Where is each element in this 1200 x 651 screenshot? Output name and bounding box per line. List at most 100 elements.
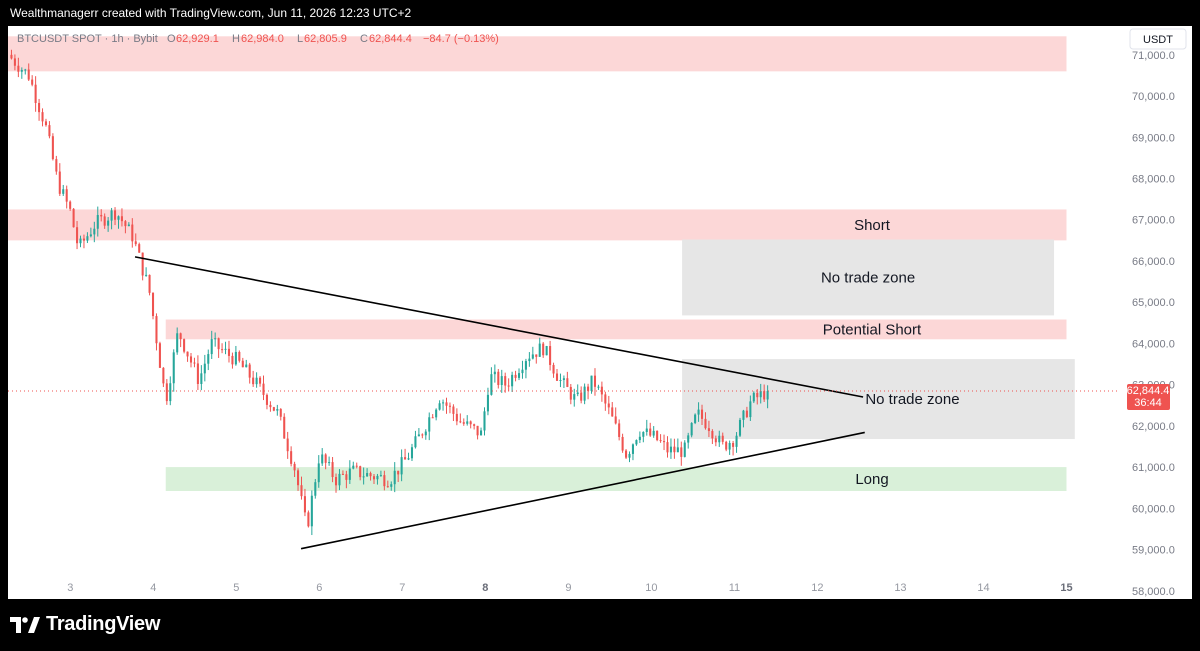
candle: [58, 163, 61, 196]
candle-body: [707, 428, 710, 432]
candle: [424, 429, 427, 440]
candle: [448, 402, 451, 414]
x-tick-label: 11: [729, 582, 740, 594]
candle-body: [127, 224, 130, 227]
candle: [138, 242, 141, 253]
candle-body: [669, 446, 672, 453]
candle: [62, 184, 65, 196]
candle-body: [614, 416, 617, 424]
zones-layer: [8, 36, 1075, 491]
candle: [169, 376, 172, 406]
candle-body: [269, 404, 272, 408]
candle-body: [618, 423, 621, 437]
candle-body: [732, 442, 735, 447]
candle: [714, 435, 717, 447]
candle: [607, 395, 610, 415]
candle-body: [514, 374, 517, 378]
candle-body: [611, 407, 614, 417]
candle: [404, 448, 407, 460]
candle-body: [759, 391, 762, 398]
x-tick-label: 15: [1060, 582, 1072, 594]
candle-body: [721, 435, 724, 442]
candle: [72, 208, 75, 228]
candle-body: [76, 227, 79, 244]
candle: [203, 354, 206, 382]
trendline: [300, 431, 865, 550]
candle: [676, 438, 679, 453]
candle: [473, 423, 476, 430]
candle: [600, 381, 603, 402]
candle: [721, 432, 724, 445]
y-tick-label: 65,000.0: [1132, 297, 1175, 309]
candle-body: [172, 352, 175, 384]
candle-body: [145, 274, 148, 276]
candle-body: [372, 476, 376, 480]
candle: [417, 428, 420, 437]
tradingview-logo[interactable]: TradingView: [10, 613, 160, 636]
candle-body: [217, 338, 220, 350]
candle: [82, 234, 85, 249]
currency-button[interactable]: USDT: [1129, 28, 1187, 50]
candle-body: [493, 371, 496, 375]
candle-body: [404, 457, 407, 460]
candle-body: [321, 454, 324, 464]
y-tick-label: 66,000.0: [1132, 256, 1175, 268]
candle-body: [735, 435, 738, 447]
candle-body: [752, 392, 755, 402]
candle-body: [486, 394, 489, 412]
candle: [217, 337, 220, 358]
candle: [414, 430, 417, 449]
candle: [435, 408, 438, 421]
zone-labels-layer: Short Potential Short Long No trade zone No …: [821, 217, 960, 488]
candle-body: [96, 214, 99, 229]
candle-body: [300, 485, 303, 497]
candle: [597, 384, 600, 390]
candle: [131, 218, 134, 248]
candle-body: [500, 376, 503, 386]
resistance-zone: [8, 36, 1067, 72]
zone-label: Short: [854, 217, 891, 234]
candle-body: [555, 373, 559, 381]
candle: [763, 384, 766, 402]
candle-body: [704, 418, 707, 429]
candle: [649, 422, 652, 437]
candle-body: [573, 394, 576, 400]
candle-body: [324, 454, 327, 463]
candle-body: [272, 407, 275, 411]
candle: [393, 462, 396, 493]
candle: [735, 432, 738, 453]
candle-body: [345, 474, 348, 480]
candle: [445, 397, 448, 414]
candle-body: [176, 333, 179, 353]
candle: [44, 118, 48, 127]
candle-body: [383, 475, 386, 487]
candle: [324, 453, 327, 470]
candle: [690, 422, 693, 438]
candlestick-chart[interactable]: Short Potential Short Long No trade zone No …: [8, 26, 1192, 599]
candle-body: [317, 463, 320, 483]
candle-body: [117, 216, 120, 220]
candle: [134, 233, 137, 247]
candle-body: [566, 378, 569, 387]
candle: [141, 252, 144, 281]
candle-body: [120, 216, 123, 222]
candle-body: [545, 346, 548, 356]
candle: [614, 407, 617, 425]
candle: [611, 402, 614, 417]
candle: [34, 76, 37, 112]
candle-body: [397, 470, 400, 475]
y-tick-label: 64,000.0: [1132, 338, 1175, 350]
candle-body: [711, 431, 714, 439]
tradingview-logo-icon: [10, 616, 40, 633]
candle-body: [148, 274, 151, 293]
candle: [659, 434, 662, 443]
candle: [193, 357, 196, 368]
y-tick-label: 61,000.0: [1132, 462, 1175, 474]
chart-panel[interactable]: Short Potential Short Long No trade zone No …: [8, 26, 1192, 599]
candle: [666, 436, 669, 458]
candle: [504, 372, 507, 393]
zone-label: No trade zone: [821, 269, 915, 286]
candle-body: [435, 409, 438, 418]
legend-open: 62,929.1: [176, 33, 219, 45]
